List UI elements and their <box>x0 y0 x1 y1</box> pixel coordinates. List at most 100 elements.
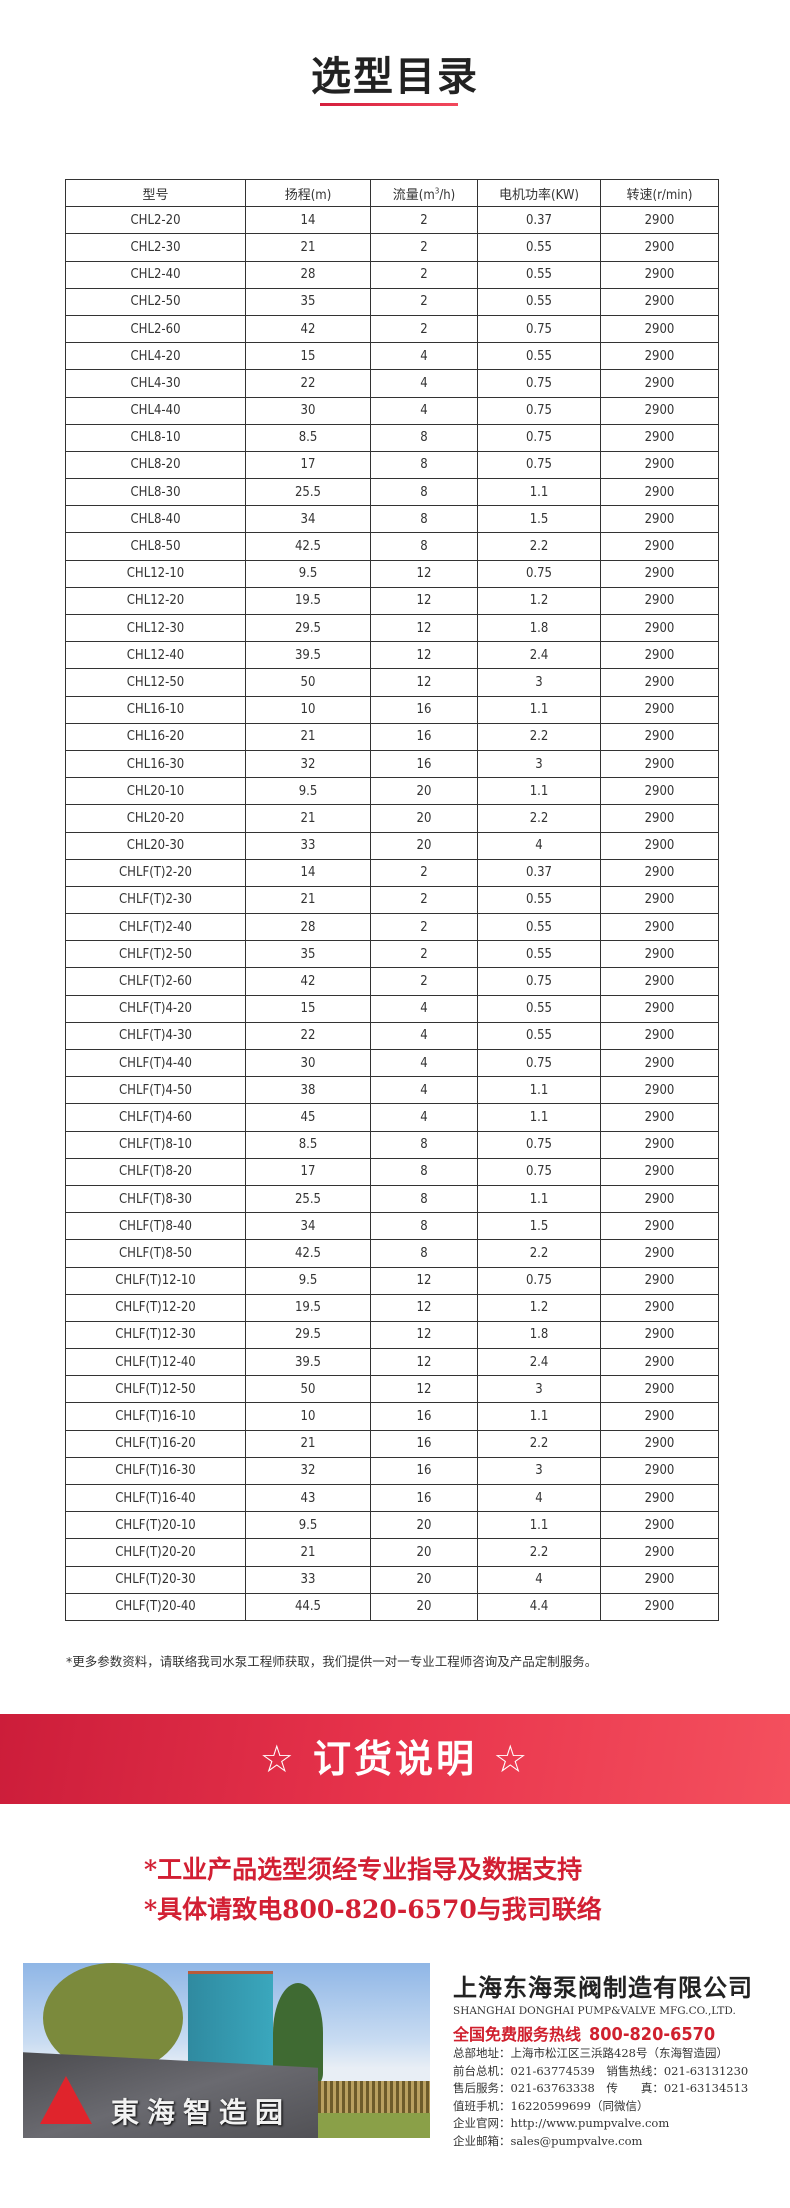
table-cell: 15 <box>245 994 371 1023</box>
table-cell: 9.5 <box>245 1266 371 1295</box>
table-cell: 2900 <box>600 505 719 534</box>
table-cell: 4 <box>370 369 478 398</box>
table-cell: 2900 <box>600 314 719 344</box>
table-cell: 21 <box>245 233 371 262</box>
company-name-en: SHANGHAI DONGHAI PUMP&VALVE MFG.CO.,LTD. <box>453 2005 736 2017</box>
table-cell: 45 <box>245 1103 371 1132</box>
table-cell: 1.1 <box>477 1076 601 1105</box>
column-header: 电机功率(KW) <box>477 178 601 208</box>
table-cell: 2 <box>370 913 478 942</box>
table-row: CHL12-40 39.5 12 2.4 2900 <box>65 641 719 670</box>
table-row: CHLF(T)16-40 43 16 4 2900 <box>65 1483 719 1513</box>
table-cell: 2900 <box>600 1375 719 1404</box>
table-row: CHLF(T)2-20 14 2 0.37 2900 <box>65 858 719 887</box>
table-cell: CHLF(T)4-20 <box>65 994 246 1023</box>
table-cell: 17 <box>245 1157 371 1186</box>
table-cell: 0.55 <box>477 287 601 316</box>
table-cell: 1.5 <box>477 1212 601 1241</box>
table-cell: 2900 <box>600 586 719 616</box>
table-cell: 33 <box>245 831 371 860</box>
table-cell: 2900 <box>600 1429 719 1458</box>
table-cell: 2900 <box>600 1130 719 1159</box>
table-cell: 1.1 <box>477 695 601 724</box>
table-cell: CHLF(T)4-40 <box>65 1048 246 1078</box>
table-row: CHLF(T)16-20 21 16 2.2 2900 <box>65 1429 719 1458</box>
table-row: CHL2-40 28 2 0.55 2900 <box>65 260 719 289</box>
table-cell: 20 <box>370 804 478 833</box>
table-cell: CHLF(T)2-30 <box>65 885 246 915</box>
table-cell: 2.2 <box>477 532 601 561</box>
table-cell: 8.5 <box>245 1130 371 1159</box>
table-row: CHLF(T)2-40 28 2 0.55 2900 <box>65 913 719 942</box>
table-cell: CHLF(T)16-30 <box>65 1456 246 1486</box>
table-cell: CHLF(T)4-30 <box>65 1021 246 1051</box>
table-cell: CHL12-20 <box>65 586 246 616</box>
table-cell: 2900 <box>600 777 719 806</box>
table-cell: CHL20-10 <box>65 777 246 806</box>
table-cell: 2.2 <box>477 722 601 751</box>
table-cell: 12 <box>370 586 478 616</box>
table-cell: 34 <box>245 505 371 534</box>
table-cell: 12 <box>370 1348 478 1377</box>
table-cell: CHLF(T)12-50 <box>65 1375 246 1404</box>
table-row: CHLF(T)20-10 9.5 20 1.1 2900 <box>65 1511 719 1540</box>
table-row: CHL20-10 9.5 20 1.1 2900 <box>65 777 719 806</box>
table-cell: 9.5 <box>245 559 371 588</box>
table-cell: CHLF(T)4-60 <box>65 1103 246 1132</box>
table-cell: 0.75 <box>477 967 601 996</box>
table-cell: 2 <box>370 206 478 235</box>
table-cell: 20 <box>370 1538 478 1567</box>
table-cell: 2900 <box>600 804 719 833</box>
table-cell: 8 <box>370 450 478 480</box>
table-cell: 19.5 <box>245 1293 371 1322</box>
table-cell: 2900 <box>600 1076 719 1105</box>
selection-table: 型号 扬程(m) 流量(m3/h) 电机功率(KW) 转速(r/min) CHL2-20… <box>65 178 719 1621</box>
table-cell: 2900 <box>600 1483 719 1513</box>
table-cell: 2900 <box>600 1212 719 1241</box>
table-cell: 8 <box>370 1157 478 1186</box>
table-cell: 8 <box>370 1184 478 1214</box>
table-cell: 2900 <box>600 287 719 316</box>
table-cell: 21 <box>245 885 371 915</box>
table-row: CHLF(T)4-30 22 4 0.55 2900 <box>65 1021 719 1051</box>
table-row: CHL8-50 42.5 8 2.2 2900 <box>65 532 719 561</box>
table-cell: CHLF(T)12-20 <box>65 1293 246 1322</box>
table-cell: 4.4 <box>477 1592 601 1621</box>
table-cell: 16 <box>370 749 478 779</box>
company-info-line: 企业邮箱：sales@pumpvalve.com <box>453 2133 643 2148</box>
table-cell: 2900 <box>600 858 719 887</box>
table-cell: 1.8 <box>477 613 601 643</box>
table-cell: 0.55 <box>477 994 601 1023</box>
page-title: 选型目录 <box>311 54 479 100</box>
table-row: CHL4-30 22 4 0.75 2900 <box>65 369 719 398</box>
table-cell: 0.37 <box>477 858 601 887</box>
table-cell: 42.5 <box>245 1239 371 1268</box>
table-cell: 16 <box>370 1402 478 1431</box>
table-cell: 34 <box>245 1212 371 1241</box>
table-cell: 35 <box>245 287 371 316</box>
table-row: CHL2-60 42 2 0.75 2900 <box>65 314 719 344</box>
table-cell: 2 <box>370 287 478 316</box>
table-cell: CHL2-50 <box>65 287 246 316</box>
table-cell: 16 <box>370 1429 478 1458</box>
table-cell: 50 <box>245 1375 371 1404</box>
table-cell: CHLF(T)4-50 <box>65 1076 246 1105</box>
table-cell: 0.75 <box>477 423 601 452</box>
company-info-line: 售后服务：021-63763338 传 真：021-63134513 <box>453 2081 749 2096</box>
table-cell: 2900 <box>600 1565 719 1594</box>
table-cell: 0.55 <box>477 342 601 371</box>
table-cell: 2900 <box>600 1157 719 1186</box>
table-cell: 2900 <box>600 641 719 670</box>
table-cell: 2900 <box>600 1456 719 1486</box>
table-cell: 8 <box>370 505 478 534</box>
table-cell: 2.4 <box>477 1348 601 1377</box>
table-cell: CHL8-50 <box>65 532 246 561</box>
table-cell: CHL8-30 <box>65 478 246 507</box>
table-cell: 12 <box>370 641 478 670</box>
table-cell: CHLF(T)20-40 <box>65 1592 246 1621</box>
table-cell: 2900 <box>600 1402 719 1431</box>
table-cell: CHLF(T)20-20 <box>65 1538 246 1567</box>
table-cell: CHL12-40 <box>65 641 246 670</box>
order-note: *具体请致电800-820-6570与我司联络 <box>144 1895 602 1924</box>
hotline-number[interactable]: 800-820-6570 <box>589 2024 716 2045</box>
